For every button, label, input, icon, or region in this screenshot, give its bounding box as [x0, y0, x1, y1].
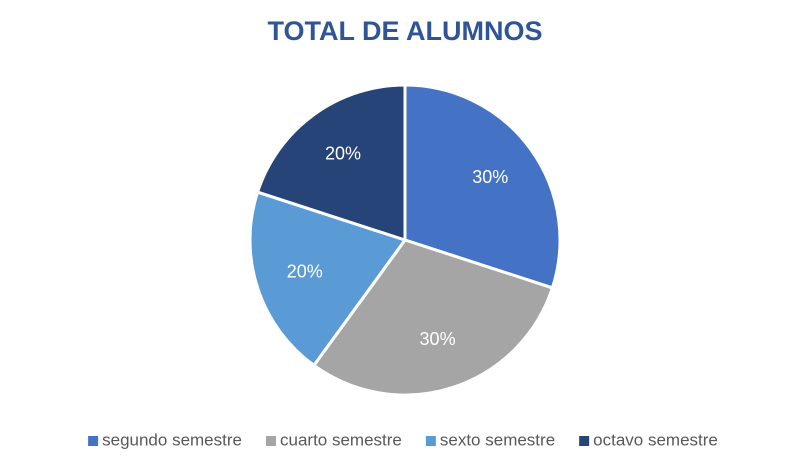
legend-swatch — [425, 436, 436, 446]
legend-swatch — [265, 436, 276, 446]
legend: segundo semestre cuarto semestre sexto sem… — [88, 430, 718, 449]
legend-label: octavo semestre — [593, 430, 718, 449]
pie-slice — [255, 83, 407, 243]
legend-label: sexto semestre — [440, 430, 555, 449]
pie-slice — [311, 238, 555, 397]
chart-title: TOTAL DE ALUMNOS — [268, 16, 543, 46]
legend-label: segundo semestre — [102, 430, 242, 449]
data-label: 30% — [420, 329, 456, 349]
data-label: 20% — [287, 261, 323, 281]
legend-label: cuarto semestre — [280, 430, 402, 449]
data-label: 30% — [472, 167, 508, 187]
legend-swatch — [88, 436, 99, 446]
pie-slice — [403, 83, 562, 290]
legend-swatch — [579, 436, 590, 446]
data-label: 20% — [325, 143, 361, 163]
pie-slice — [248, 190, 408, 368]
